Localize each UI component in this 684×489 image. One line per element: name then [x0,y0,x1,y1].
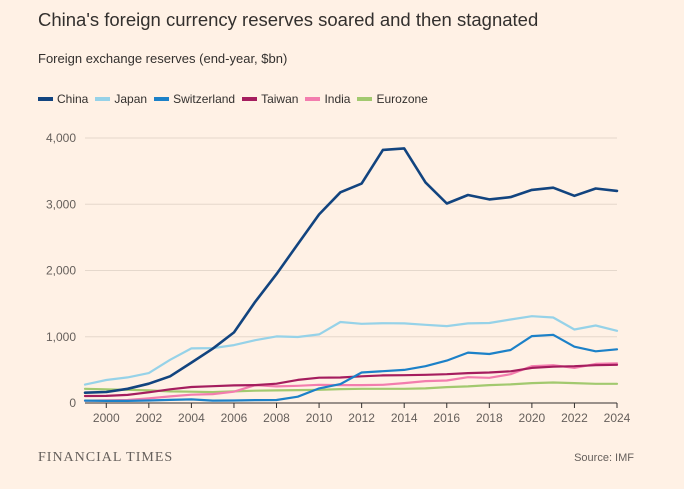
x-tick-label: 2004 [178,411,205,425]
legend-swatch [154,97,170,101]
source-note: Source: IMF [574,452,634,464]
legend-label: Eurozone [376,92,428,106]
legend-item-japan: Japan [95,92,147,106]
series-line-taiwan [83,363,619,398]
x-tick-label: 2024 [604,411,631,425]
legend-label: Japan [114,92,148,106]
x-tick-label: 2008 [263,411,290,425]
x-tick-label: 2010 [306,411,333,425]
x-tick-label: 2016 [433,411,460,425]
x-tick-label: 2018 [476,411,503,425]
legend-item-taiwan: Taiwan [242,92,298,106]
legend-label: Taiwan [261,92,299,106]
x-tick-label: 2014 [391,411,418,425]
y-tick-label: 2,000 [46,264,76,278]
y-tick-label: 0 [69,396,76,410]
chart-subtitle: Foreign exchange reserves (end-year, $bn… [38,51,288,66]
x-tick-label: 2006 [221,411,248,425]
x-tick-label: 2020 [519,411,546,425]
chart-legend: China Japan Switzerland Taiwan India Eurozone [38,92,435,106]
x-tick-label: 2012 [348,411,375,425]
series-line-switzerland [83,333,619,402]
series-line-china [83,147,619,395]
legend-label: India [324,92,351,106]
chart-title: China's foreign currency reserves soared… [38,9,539,30]
legend-item-eurozone: Eurozone [357,92,428,106]
legend-swatch [38,97,53,101]
x-tick-label: 2002 [135,411,162,425]
legend-label: Switzerland [173,92,236,106]
x-tick-label: 2022 [561,411,588,425]
legend-item-switzerland: Switzerland [154,92,235,106]
legend-swatch [242,97,258,101]
series-line-eurozone [83,381,619,394]
y-tick-label: 4,000 [46,131,76,145]
x-tick-label: 2000 [93,411,120,425]
legend-swatch [357,97,373,101]
brand-logo: FINANCIAL TIMES [38,450,174,465]
y-tick-label: 1,000 [46,330,76,344]
series-line-japan [83,315,619,386]
legend-swatch [95,97,111,101]
legend-item-china: China [38,92,88,106]
line-chart: 0 1,000 2,000 3,000 4,000 2000 2002 2004 2006 200… [46,131,631,425]
legend-item-india: India [305,92,350,106]
legend-label: China [57,92,89,106]
legend-swatch [305,97,321,101]
y-tick-label: 3,000 [46,197,76,211]
